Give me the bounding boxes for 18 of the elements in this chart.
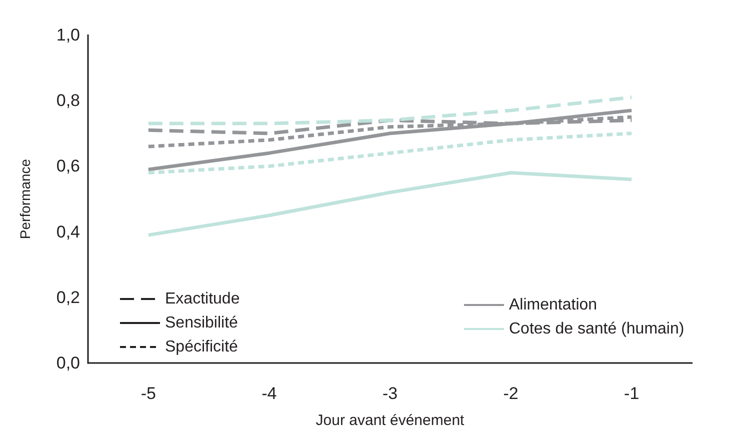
legend-label: Alimentation [509, 296, 598, 314]
x-tick-label: -5 [140, 384, 156, 403]
y-tick-label: 0,2 [56, 288, 80, 307]
y-tick-label: 0,0 [56, 354, 80, 372]
legend-label: Sensibilité [165, 314, 238, 332]
legend-label: Cotes de santé (humain) [509, 320, 684, 338]
y-tick-label: 0,4 [56, 222, 80, 242]
x-tick-label: -3 [382, 384, 398, 403]
legend-label: Spécificité [165, 338, 238, 356]
y-tick-label: 0,8 [56, 91, 80, 110]
y-tick-label: 0,6 [56, 156, 80, 176]
x-tick-label: -2 [503, 384, 518, 403]
legend-label: Exactitude [165, 290, 240, 308]
y-axis-title: Performance [17, 158, 33, 240]
y-tick-label: 1,0 [56, 26, 80, 44]
x-tick-label: -4 [262, 384, 277, 403]
x-axis-title: Jour avant événement [316, 412, 466, 429]
x-tick-label: -1 [624, 384, 640, 403]
